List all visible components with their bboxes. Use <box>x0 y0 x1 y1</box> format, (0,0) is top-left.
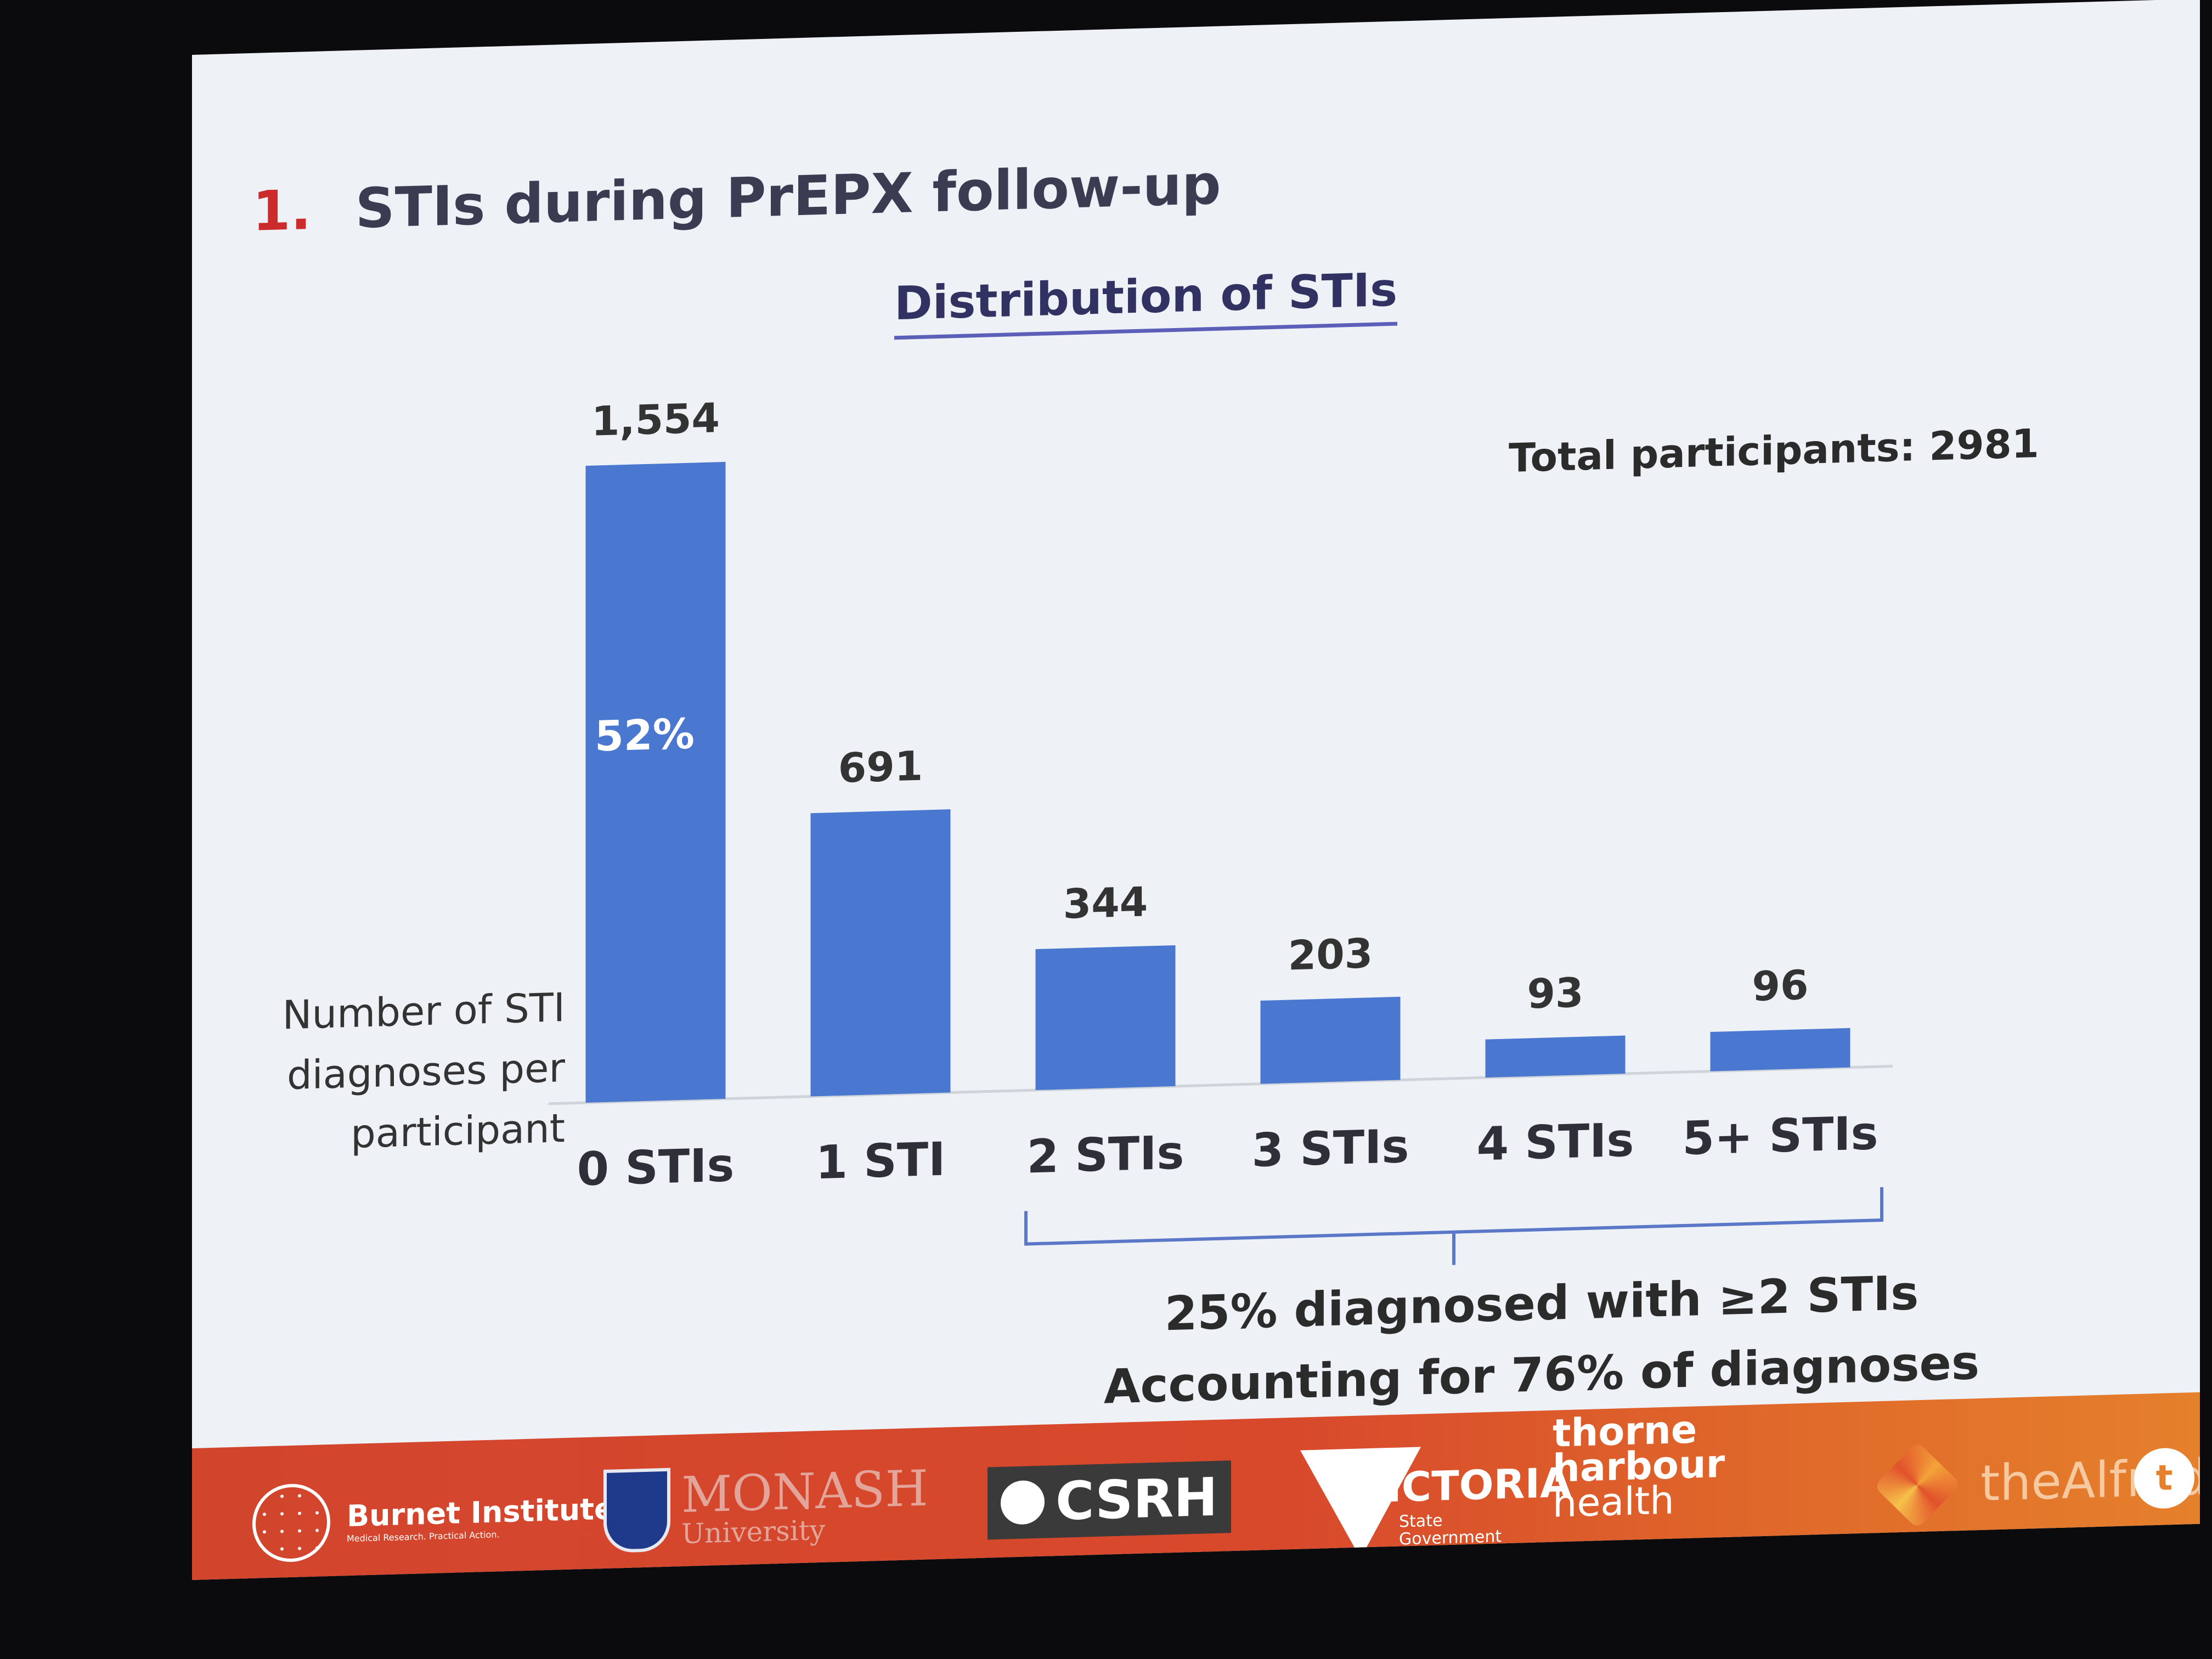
x-tick-label: 1 STI <box>816 1132 946 1190</box>
victoria-name: VICTORIA <box>1355 1459 1572 1513</box>
bar-5-stis <box>1710 1028 1850 1071</box>
bar-0-stis <box>585 461 726 1103</box>
monash-sub: University <box>681 1514 826 1550</box>
csrh-logo: CSRH <box>988 1460 1231 1540</box>
thorne-line-3: health <box>1553 1477 1674 1526</box>
data-label: 93 <box>1527 969 1584 1018</box>
data-label: 344 <box>1063 878 1148 928</box>
monash-logo: MONASH University <box>603 1460 928 1554</box>
x-tick-label: 5+ STIs <box>1682 1106 1878 1165</box>
x-tick-label: 2 STIs <box>1027 1126 1184 1184</box>
x-tick-label: 4 STIs <box>1477 1113 1634 1171</box>
twitter-icon[interactable]: t <box>2134 1447 2194 1510</box>
bar-2-stis <box>1035 945 1176 1091</box>
x-tick-label: 3 STIs <box>1252 1119 1409 1177</box>
bracket <box>1024 1187 1883 1265</box>
social-icons: t f in ◎ <box>2134 1441 2200 1510</box>
victoria-sub-2: Government <box>1399 1527 1502 1549</box>
x-axis-line <box>549 1064 1893 1105</box>
monash-shield-icon <box>603 1468 670 1554</box>
bar-3-stis <box>1260 996 1401 1084</box>
bar-4-stis <box>1485 1035 1626 1078</box>
thorne-harbour-logo: thorne harbour health <box>1553 1407 1725 1526</box>
slide: 1. STIs during PrEPX follow-up Distributi… <box>192 0 2200 1581</box>
csrh-name: CSRH <box>1056 1466 1218 1533</box>
csrh-circle-icon <box>1001 1480 1045 1525</box>
data-label: 1,554 <box>591 394 720 445</box>
bar-inner-label: 52% <box>595 709 695 760</box>
bar-1-sti <box>810 809 951 1097</box>
data-label: 96 <box>1752 962 1809 1011</box>
bar-chart: 1,554 0 STIs 52% 691 1 STI 344 2 STIs 203 3 STIs… <box>549 394 1893 1265</box>
x-tick-label: 0 STIs <box>577 1138 735 1196</box>
alfred-mark-icon <box>1874 1441 1961 1529</box>
data-label: 691 <box>838 743 923 792</box>
data-label: 203 <box>1288 930 1373 979</box>
burnet-dots-icon <box>252 1482 330 1563</box>
burnet-logo: Burnet Institute Medical Research. Practi… <box>252 1475 614 1563</box>
annotation: 25% diagnosed with ≥2 STIs Accounting fo… <box>1048 1254 2035 1424</box>
